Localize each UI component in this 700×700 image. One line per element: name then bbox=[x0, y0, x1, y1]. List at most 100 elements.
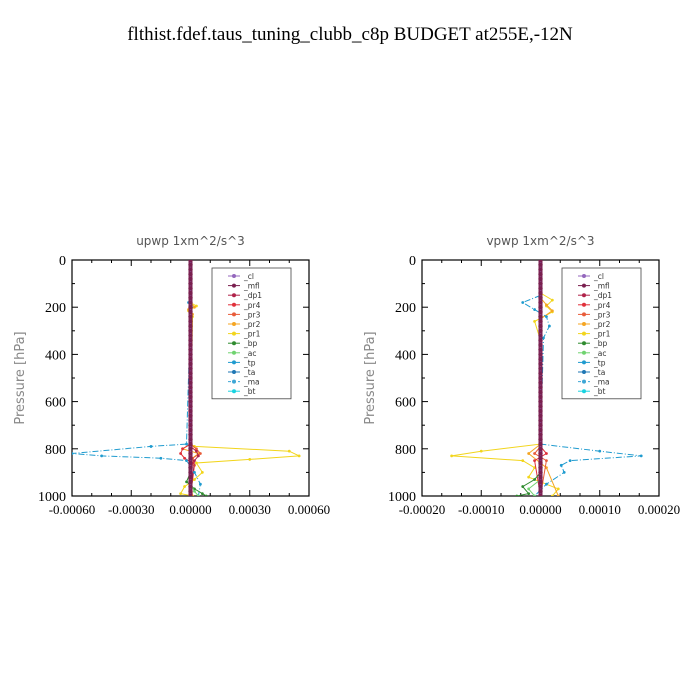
upwp-legend-marker bbox=[232, 360, 236, 365]
upwp-legend-marker bbox=[232, 350, 236, 355]
upwp-legend-marker bbox=[232, 274, 236, 278]
upwp-legend-label: _pr2 bbox=[243, 320, 261, 329]
vpwp-legend-label: _pr1 bbox=[593, 330, 611, 339]
upwp-mfl-marker bbox=[188, 493, 193, 496]
upwp-mfl-marker bbox=[188, 319, 193, 324]
upwp-legend-box bbox=[211, 267, 292, 400]
upwp-mfl-marker bbox=[188, 366, 193, 371]
vpwp-point-ac bbox=[533, 494, 536, 496]
vpwp-legend-marker bbox=[582, 312, 586, 317]
upwp-point-pr3 bbox=[195, 447, 198, 451]
upwp-legend-marker bbox=[232, 283, 236, 288]
upwp-point-pr4 bbox=[179, 452, 183, 455]
upwp-legend-label: _pr3 bbox=[243, 310, 261, 319]
upwp-mfl-marker bbox=[188, 465, 193, 470]
vpwp-point-pr1 bbox=[479, 449, 483, 453]
upwp-point-dp1 bbox=[195, 449, 198, 453]
upwp-mfl-marker bbox=[188, 375, 193, 381]
vpwp-legend-marker bbox=[582, 370, 586, 374]
upwp-mfl-marker bbox=[188, 470, 193, 475]
upwp-mfl-marker bbox=[188, 394, 193, 400]
upwp-xtick-label: 0.00030 bbox=[229, 502, 271, 517]
upwp-legend-label: _bp bbox=[243, 339, 258, 348]
vpwp-mfl-marker bbox=[538, 404, 543, 409]
vpwp-point-pr4 bbox=[533, 459, 536, 462]
upwp-mfl-marker bbox=[188, 446, 193, 451]
vpwp-point-bp bbox=[521, 485, 525, 488]
upwp-legend-label: _bt bbox=[243, 387, 256, 396]
upwp-point-pr1 bbox=[183, 485, 186, 488]
upwp-mfl-marker bbox=[188, 352, 193, 357]
vpwp-ylabel: Pressure [hPa] bbox=[363, 331, 378, 424]
vpwp-mfl-marker bbox=[538, 286, 543, 291]
vpwp-mfl-marker bbox=[538, 352, 543, 357]
vpwp-legend-marker bbox=[582, 350, 586, 355]
vpwp-mfl-marker bbox=[538, 418, 543, 423]
upwp-point-pr1 bbox=[287, 449, 291, 453]
vpwp-point-bp bbox=[515, 494, 519, 496]
upwp-mfl-marker bbox=[188, 286, 193, 291]
vpwp-point-pr1 bbox=[527, 475, 531, 479]
vpwp-legend-marker bbox=[582, 283, 586, 288]
upwp-point-tp bbox=[185, 459, 188, 462]
vpwp-point-tp bbox=[545, 315, 548, 319]
vpwp-legend-label: _ac bbox=[593, 349, 606, 358]
upwp-ytick-label: 800 bbox=[45, 443, 66, 458]
upwp-legend-marker bbox=[232, 302, 236, 307]
upwp-point-pr3 bbox=[198, 452, 202, 455]
upwp-mfl-marker bbox=[188, 260, 193, 263]
vpwp-mfl-marker bbox=[538, 446, 543, 451]
vpwp-mfl-marker bbox=[538, 399, 543, 404]
vpwp-mfl-marker bbox=[538, 271, 543, 277]
vpwp-title: vpwp 1xm^2/s^3 bbox=[486, 234, 594, 248]
vpwp-legend-marker bbox=[582, 274, 586, 278]
upwp-mfl-marker bbox=[188, 371, 193, 376]
vpwp-mfl-marker bbox=[538, 260, 543, 263]
vpwp-point-pr2 bbox=[550, 309, 554, 313]
vpwp-point-ac bbox=[527, 487, 531, 491]
vpwp-mfl-marker bbox=[538, 489, 543, 494]
vpwp-legend-marker bbox=[582, 389, 586, 394]
vpwp-mfl-marker bbox=[538, 366, 543, 371]
upwp-point-tp bbox=[193, 471, 196, 474]
vpwp-mfl-marker bbox=[538, 375, 543, 381]
upwp-mfl-marker bbox=[188, 437, 193, 442]
vpwp-point-tp bbox=[639, 454, 643, 458]
vpwp-mfl-marker bbox=[538, 385, 543, 390]
vpwp-mfl-marker bbox=[538, 474, 543, 480]
vpwp-legend-label: _tp bbox=[593, 358, 606, 367]
vpwp-mfl-marker bbox=[538, 380, 543, 385]
vpwp-mfl-marker bbox=[538, 470, 543, 475]
vpwp-mfl-marker bbox=[538, 394, 543, 400]
vpwp-point-bp bbox=[533, 478, 536, 481]
vpwp-mfl-marker bbox=[538, 479, 543, 485]
upwp-mfl-marker bbox=[188, 451, 193, 456]
upwp-point-bp bbox=[204, 494, 208, 496]
upwp-mfl-marker bbox=[188, 399, 193, 404]
upwp-point-tp bbox=[149, 445, 153, 448]
vpwp-mfl-marker bbox=[538, 427, 543, 433]
upwp-mfl-marker bbox=[188, 342, 193, 348]
upwp-mfl-marker bbox=[188, 281, 193, 286]
vpwp-legend-label: _pr4 bbox=[593, 301, 611, 310]
vpwp-mfl-marker bbox=[538, 281, 543, 286]
upwp-mfl-marker bbox=[188, 460, 193, 466]
vpwp-point-tp bbox=[562, 471, 566, 474]
upwp-point-pr4 bbox=[183, 456, 186, 460]
vpwp-ytick-label: 200 bbox=[395, 301, 416, 316]
vpwp-point-pr1 bbox=[550, 494, 554, 496]
upwp-legend-marker bbox=[232, 322, 236, 326]
figure-title: flthist.fdef.taus_tuning_clubb_c8p BUDGE… bbox=[127, 24, 573, 45]
upwp-point-pr1 bbox=[297, 454, 301, 458]
vpwp-point-pr1 bbox=[450, 454, 454, 458]
vpwp-legend-marker bbox=[582, 302, 586, 307]
vpwp-legend-label: _dp1 bbox=[593, 291, 612, 300]
upwp-ytick-label: 200 bbox=[45, 301, 66, 316]
upwp-mfl-marker bbox=[188, 489, 193, 494]
vpwp-mfl-marker bbox=[538, 441, 543, 447]
upwp-point-bp bbox=[185, 480, 188, 484]
upwp-mfl-marker bbox=[188, 290, 193, 296]
vpwp-xtick-label: -0.00010 bbox=[458, 502, 505, 517]
upwp-mfl-marker bbox=[188, 456, 193, 461]
